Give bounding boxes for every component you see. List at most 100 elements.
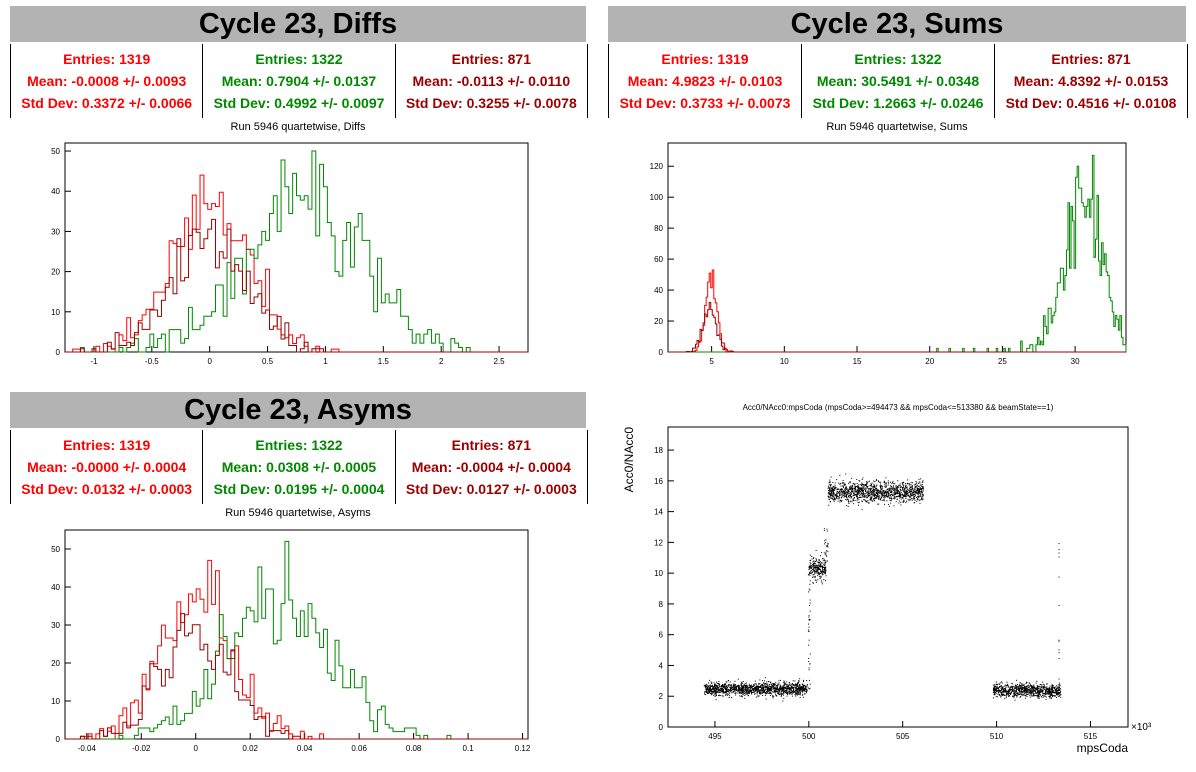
scatter-point [1026, 687, 1028, 689]
scatter-point [1024, 686, 1026, 688]
scatter-point [828, 487, 830, 489]
scatter-point [1042, 686, 1044, 688]
scatter-point [1020, 696, 1022, 698]
scatter-point [894, 497, 896, 499]
scatter-point [1037, 687, 1039, 689]
scatter-point [824, 568, 826, 570]
scatter-point [841, 491, 843, 493]
scatter-point [769, 689, 771, 691]
scatter-point [799, 690, 801, 692]
scatter-point [724, 684, 726, 686]
scatter-point [1001, 682, 1003, 684]
scatter-point [903, 491, 905, 493]
scatter-point [737, 689, 739, 691]
scatter-point [914, 490, 916, 492]
scatter-point [902, 490, 904, 492]
asyms-x-tick-label: 0.12 [515, 744, 531, 753]
scatter-point [834, 499, 836, 501]
scatter-point [896, 491, 898, 493]
scatter-point [821, 566, 823, 568]
scatter-point [993, 687, 995, 689]
scatter-point [766, 692, 768, 694]
scatter-point [877, 489, 879, 491]
scatter-point [750, 687, 752, 689]
scatter-point [814, 579, 816, 581]
scatter-point [717, 685, 719, 687]
scatter-point [803, 687, 805, 689]
scatter-point [764, 680, 766, 682]
scatter-point [763, 684, 765, 686]
scatter-point [1021, 687, 1023, 689]
scatter-point [829, 501, 831, 503]
scatter-point [746, 690, 748, 692]
scatter-point [795, 686, 797, 688]
scatter-point [997, 692, 999, 694]
scatter-point [1039, 693, 1041, 695]
scatter-point [906, 490, 908, 492]
scatter-point [866, 482, 868, 484]
scatter-point [915, 491, 917, 493]
scatter-point [913, 498, 915, 500]
scatter-point [1051, 691, 1053, 693]
scatter-point [715, 689, 717, 691]
scatter-point [1003, 685, 1005, 687]
scatter-point [922, 490, 924, 492]
scatter-point [1031, 686, 1033, 688]
scatter-point [911, 482, 913, 484]
diffs-y-tick-label: 50 [51, 147, 60, 156]
scatter-point [809, 572, 811, 574]
scatter-point [1053, 689, 1055, 691]
scatter-point [736, 689, 738, 691]
scatter-point [917, 490, 919, 492]
scatter-point [781, 693, 783, 695]
scatter-point [895, 488, 897, 490]
asyms-y-tick-label: 0 [56, 735, 61, 744]
scatter-point [833, 486, 835, 488]
scatter-point [712, 687, 714, 689]
scatter-point [889, 489, 891, 491]
scatter-point [746, 691, 748, 693]
scatter-point [1013, 696, 1015, 698]
scatter-point [767, 689, 769, 691]
scatter-point [790, 689, 792, 691]
scatter-point [716, 686, 718, 688]
scatter-point [1043, 695, 1045, 697]
scatter-point [707, 685, 709, 687]
scatter-point [875, 487, 877, 489]
scatter-point [921, 488, 923, 490]
scatter-point [904, 486, 906, 488]
scatter-point [848, 492, 850, 494]
scatter-point [854, 490, 856, 492]
scatter-point [785, 689, 787, 691]
scatter-point [1030, 690, 1032, 692]
scatter-point [1052, 687, 1054, 689]
scatter-point [734, 692, 736, 694]
scatter-point [751, 693, 753, 695]
scatter-point [745, 690, 747, 692]
scatter-point [890, 500, 892, 502]
scatter-point [788, 682, 790, 684]
scatter-point [847, 495, 849, 497]
scatter-point [866, 497, 868, 499]
scatter-point [890, 502, 892, 504]
scatter-point [1041, 684, 1043, 686]
scatter-point [912, 495, 914, 497]
scatter-point [806, 684, 808, 686]
scatter-point [767, 692, 769, 694]
scatter-point [884, 492, 886, 494]
scatter-point [737, 684, 739, 686]
scatter-point [889, 487, 891, 489]
scatter-point [807, 687, 809, 689]
scatter-point [717, 686, 719, 688]
scatter-point [853, 494, 855, 496]
scatter-point [908, 484, 910, 486]
scatter-point [800, 690, 802, 692]
scatter-point [797, 685, 799, 687]
scatter-point [813, 569, 815, 571]
scatter-point [870, 485, 872, 487]
scatter-point [832, 491, 834, 493]
scatter-point [825, 554, 827, 556]
scatter-point [748, 683, 750, 685]
scatter-point [754, 680, 756, 682]
scatter-point [875, 479, 877, 481]
